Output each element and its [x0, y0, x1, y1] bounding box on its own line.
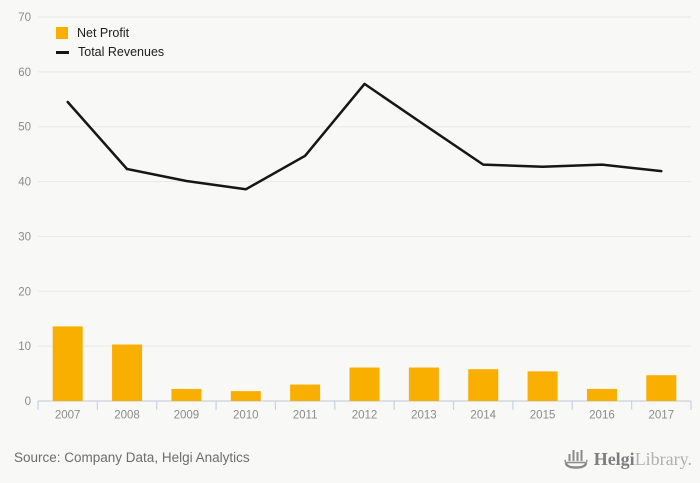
x-tick-label-2012: 2012 [352, 410, 378, 422]
y-tick-label: 40 [18, 177, 31, 189]
logo-text-helgi: Helgi [593, 449, 635, 469]
x-tick-label-2007: 2007 [55, 410, 81, 422]
chart-legend: Net Profit Total Revenues [56, 26, 164, 59]
bar-2010 [230, 391, 261, 401]
logo-wordmark: HelgiLibrary. [594, 450, 692, 468]
total-revenues-line-icon [56, 50, 69, 54]
x-tick-label-2010: 2010 [233, 410, 259, 422]
y-tick-label: 0 [25, 396, 31, 408]
bar-line-chart: 0 10 20 30 40 50 60 70 2007 2008 2009 2010 2011 2012 2… [18, 12, 692, 422]
total-revenues-line [66, 82, 663, 191]
legend-label: Total Revenues [78, 45, 165, 60]
helgi-library-logo: HelgiLibrary. [564, 446, 692, 472]
bar-2009 [171, 388, 202, 401]
x-tick-label-2011: 2011 [293, 410, 318, 422]
bar-2016 [586, 388, 617, 401]
x-tick-label-2014: 2014 [470, 410, 496, 422]
y-tick-label: 10 [18, 341, 31, 353]
bar-2013 [408, 367, 439, 401]
source-note: Source: Company Data, Helgi Analytics [14, 450, 250, 465]
bar-2015 [527, 371, 558, 401]
x-tick-label-2009: 2009 [174, 410, 200, 422]
bar-2017 [646, 375, 677, 401]
y-tick-label: 20 [18, 286, 31, 298]
legend-item-total-revenues: Total Revenues [56, 45, 164, 59]
y-tick-label: 50 [18, 122, 31, 134]
legend-label: Net Profit [77, 26, 130, 41]
y-tick-label: 30 [18, 231, 31, 243]
x-tick-label-2016: 2016 [589, 410, 615, 422]
y-tick-label: 60 [18, 67, 31, 79]
y-tick-label: 70 [18, 12, 31, 24]
x-tick-label-2008: 2008 [114, 410, 140, 422]
x-tick-label-2017: 2017 [649, 410, 675, 422]
bar-2011 [290, 384, 321, 401]
bar-2008 [112, 344, 143, 401]
net-profit-swatch-icon [56, 27, 68, 39]
viking-ship-icon [564, 450, 588, 469]
legend-item-net-profit: Net Profit [56, 26, 164, 40]
bar-2007 [52, 326, 83, 401]
logo-text-library: Library. [634, 449, 692, 469]
bar-2012 [349, 367, 380, 401]
x-tick-label-2013: 2013 [411, 410, 437, 422]
x-tick-label-2015: 2015 [530, 410, 556, 422]
bar-2014 [468, 369, 499, 401]
